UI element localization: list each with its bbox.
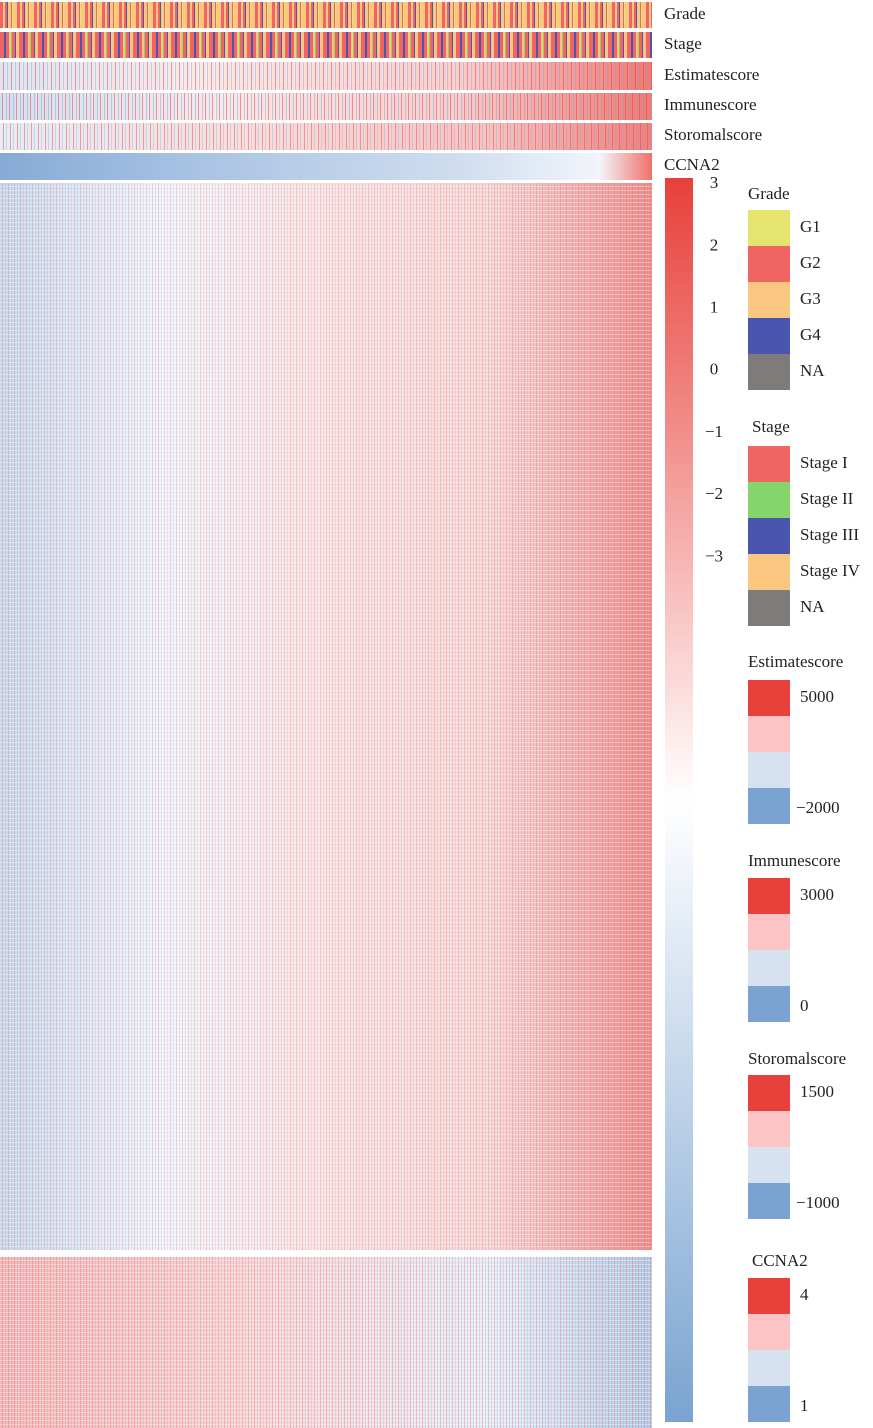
estimate-track [0,62,652,90]
legend-label: Stage II [800,489,854,508]
legend-tick-label: 3000 [800,885,834,904]
legend-swatch [748,1075,790,1111]
legend-swatch [748,680,790,716]
legend-swatch [748,878,790,914]
legend-title: Grade [748,184,790,203]
legend-swatch [748,1350,790,1386]
legend-swatch [748,246,790,282]
legend-label: Stage III [800,525,859,544]
legend-tick-label: 1 [800,1396,809,1415]
legend-tick-label: −2000 [796,798,840,817]
colorbar [665,178,693,1422]
legend-label: G3 [800,289,821,308]
legend-label: Stage IV [800,561,861,580]
legend-tick-label: 1500 [800,1082,834,1101]
legend-swatch [748,716,790,752]
legend-swatch [748,914,790,950]
track-label: Immunescore [664,95,757,114]
track-label: Storomalscore [664,125,762,144]
legend-title: Stage [752,417,790,436]
legend-label: Stage I [800,453,848,472]
legend-swatch [748,210,790,246]
heatmap-lower [0,1257,652,1428]
colorbar-tick-label: 2 [710,235,719,254]
legend-swatch [748,282,790,318]
stage-track [0,32,652,58]
legend-tick-label: 4 [800,1285,809,1304]
legend-swatch [748,518,790,554]
colorbar-tick-label: 3 [710,173,719,192]
track-label: Stage [664,34,702,53]
legend-label: NA [800,361,825,380]
legend-swatch [748,1278,790,1314]
legend-title: Estimatescore [748,652,843,671]
legend-label: G1 [800,217,821,236]
legend-swatch [748,950,790,986]
legend-title: Storomalscore [748,1049,846,1068]
legend-tick-label: 5000 [800,687,834,706]
legend-swatch [748,752,790,788]
legend-swatch [748,446,790,482]
legend-label: G2 [800,253,821,272]
legend-tick-label: 0 [800,996,809,1015]
ccna2-track [0,153,652,180]
legend-swatch [748,354,790,390]
heatmap-main [0,183,652,1250]
legend-tick-label: −1000 [796,1193,840,1212]
colorbar-tick-label: 0 [710,360,719,379]
legend-swatch [748,318,790,354]
legend-swatch [748,788,790,824]
colorbar-tick-label: 1 [710,298,719,317]
legend-swatch [748,1314,790,1350]
legend-swatch [748,1386,790,1422]
legend-swatch [748,482,790,518]
legend-title: Immunescore [748,851,841,870]
legend-swatch [748,1147,790,1183]
legend-title: CCNA2 [752,1251,808,1270]
legend-swatch [748,986,790,1022]
legend-swatch [748,1111,790,1147]
legend-swatch [748,590,790,626]
grade-track [0,2,652,28]
legend-swatch [748,554,790,590]
legend-swatch [748,1183,790,1219]
legend-label: G4 [800,325,821,344]
legend-label: NA [800,597,825,616]
track-label: Grade [664,4,706,23]
track-label: Estimatescore [664,65,759,84]
colorbar-tick-label: −2 [705,484,723,503]
immune-track [0,93,652,120]
stromal-track [0,123,652,150]
colorbar-tick-label: −1 [705,422,723,441]
track-label: CCNA2 [664,155,720,174]
colorbar-tick-label: −3 [705,546,723,565]
